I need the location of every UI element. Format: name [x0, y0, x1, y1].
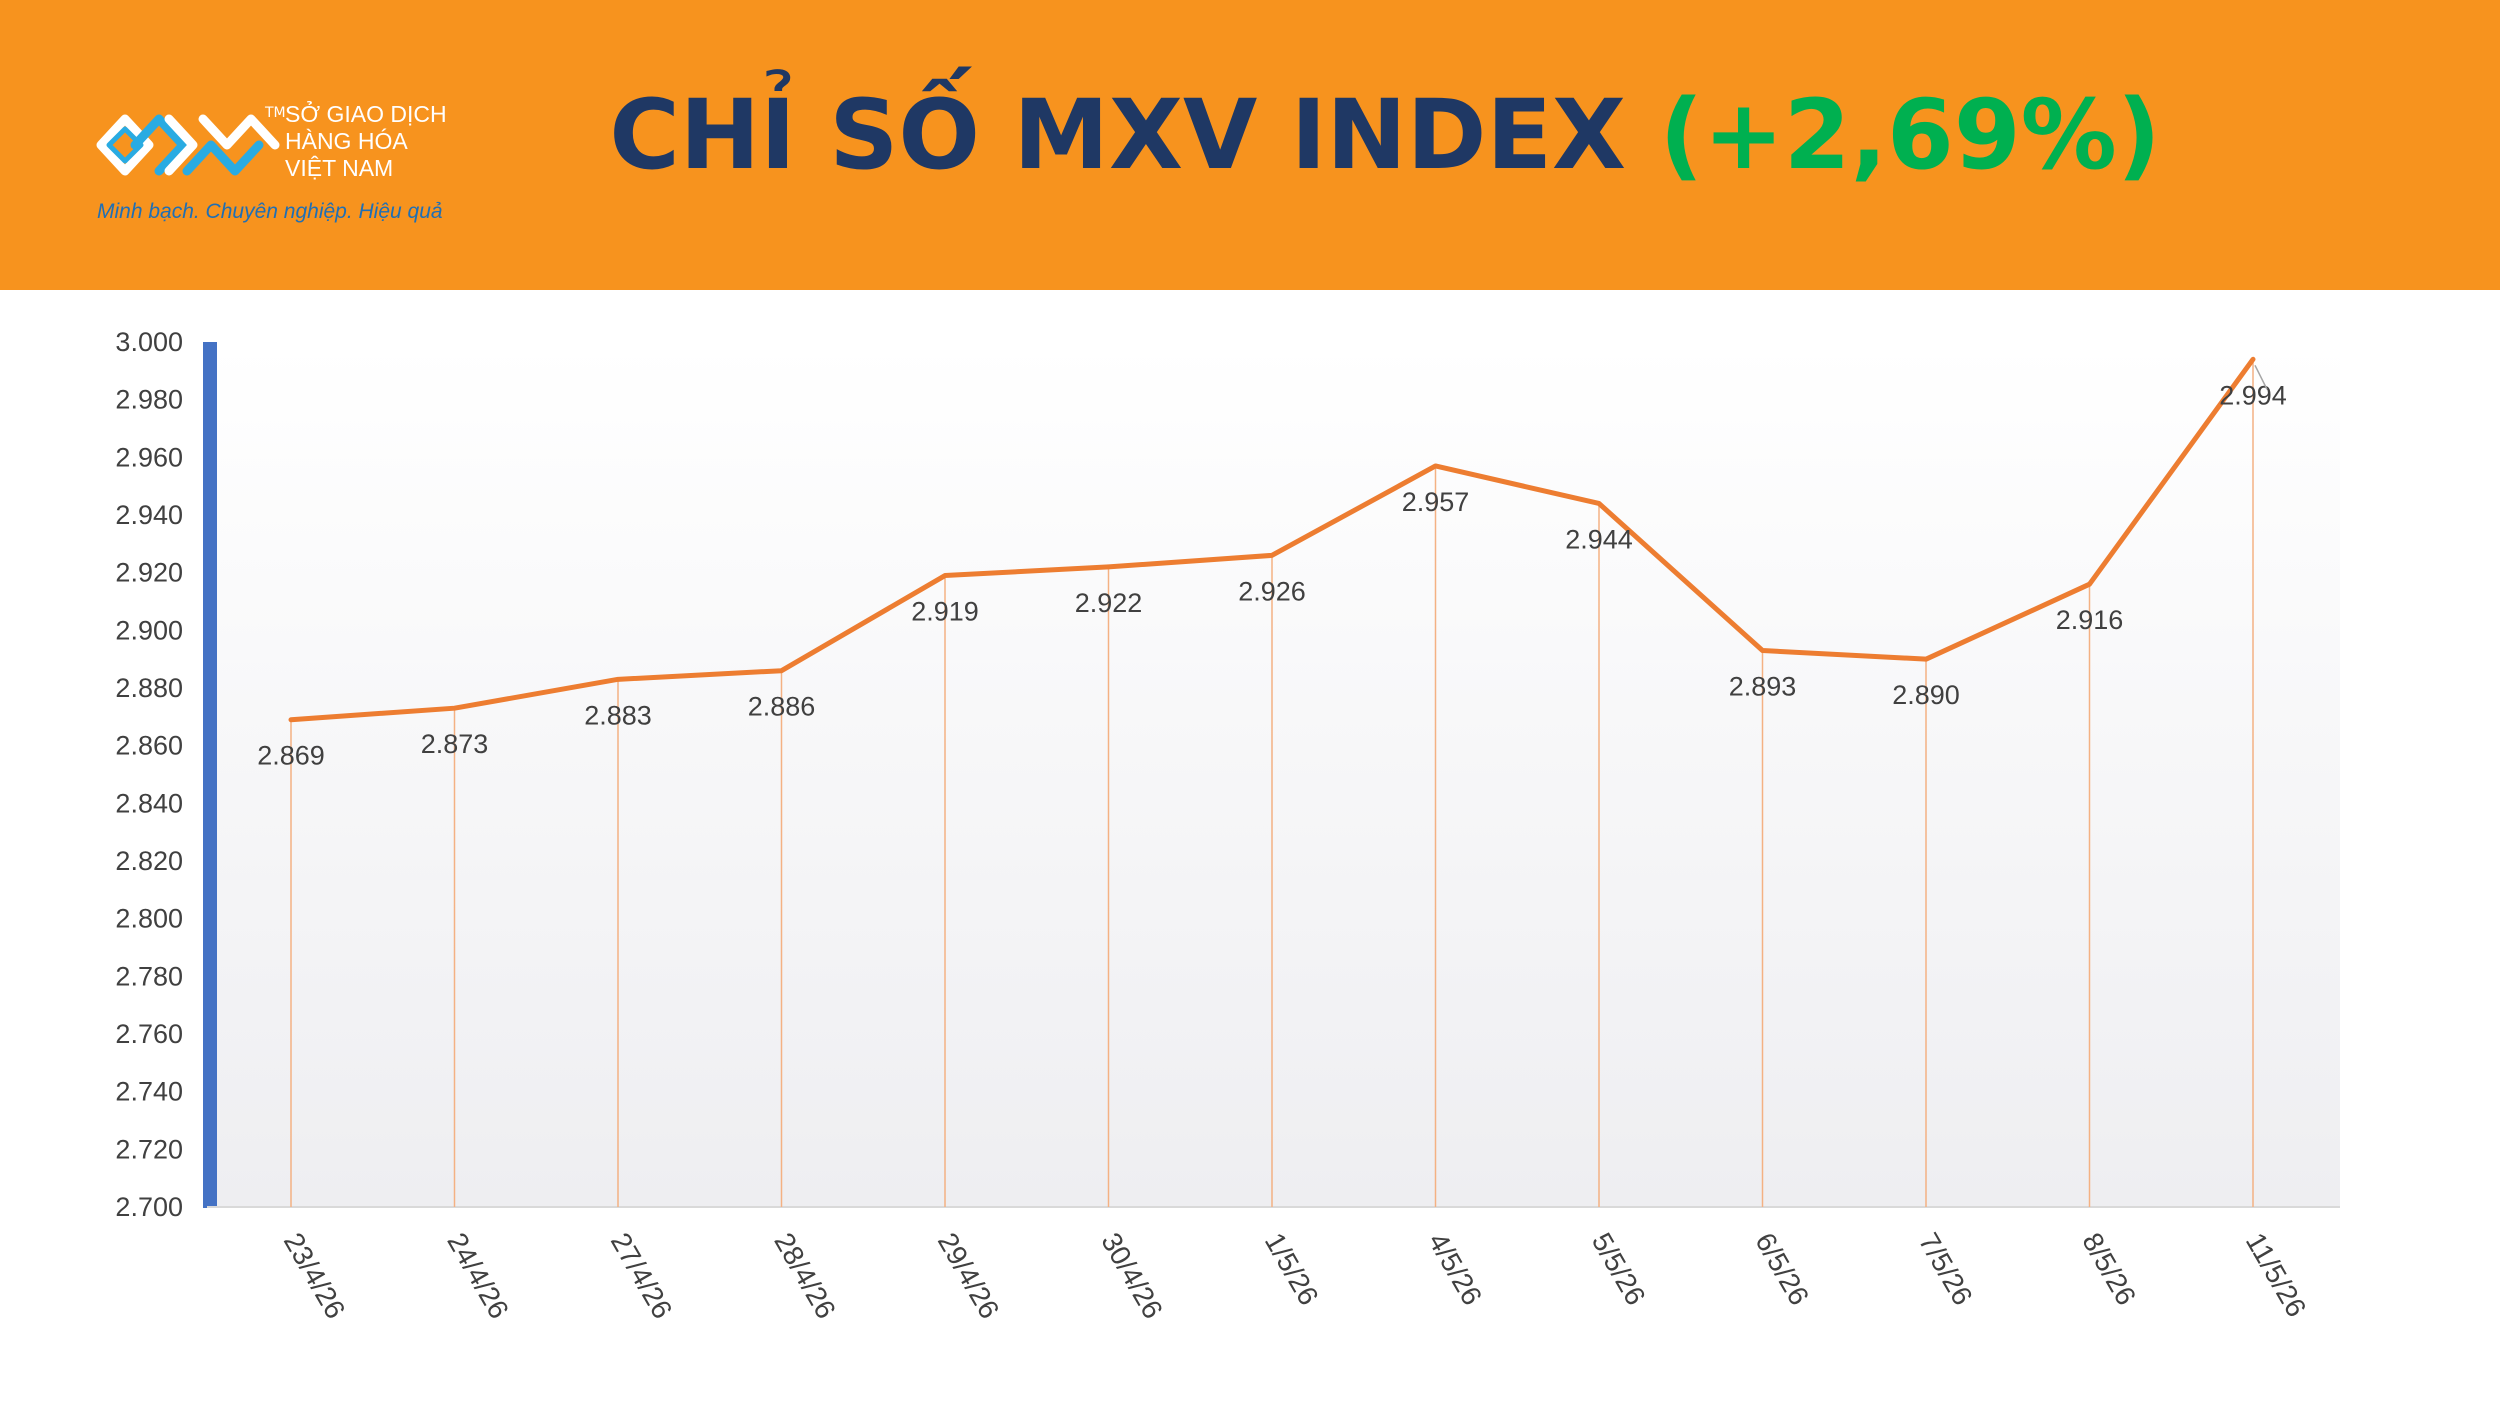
x-tick-label: 6/5/26 — [1749, 1228, 1815, 1311]
x-tick-label: 7/5/26 — [1913, 1228, 1979, 1311]
logo-slogan: Minh bạch. Chuyên nghiệp. Hiệu quả — [97, 200, 443, 223]
x-tick-label: 30/4/26 — [1095, 1228, 1169, 1324]
plot-area-background — [207, 343, 2340, 1207]
data-label: 2.869 — [257, 741, 325, 771]
y-tick-label: 3.000 — [115, 327, 183, 357]
x-tick-label: 4/5/26 — [1422, 1228, 1488, 1311]
series-line — [288, 356, 2256, 723]
y-tick-label: 2.920 — [115, 558, 183, 588]
x-tick-label: 24/4/26 — [441, 1228, 515, 1324]
y-axis-ticks: 2.700 2.720 2.740 2.760 2.780 2.800 2.820 2.840… — [115, 327, 183, 1222]
y-tick-label: 2.800 — [115, 904, 183, 934]
y-tick-label: 2.840 — [115, 788, 183, 818]
y-tick-label: 2.720 — [115, 1134, 183, 1164]
data-label: 2.873 — [421, 729, 489, 759]
x-tick-label: 8/5/26 — [2076, 1228, 2142, 1311]
data-label: 2.994 — [2219, 380, 2287, 410]
logo-name-line-2: HÀNG HÓA — [285, 128, 408, 154]
y-tick-label: 2.820 — [115, 846, 183, 876]
data-label: 2.944 — [1565, 524, 1633, 554]
y-axis-accent-bar — [203, 342, 217, 1208]
data-label: 2.883 — [584, 700, 652, 730]
logo-name-line-1: SỞ GIAO DỊCH — [285, 101, 447, 127]
y-tick-label: 2.940 — [115, 500, 183, 530]
drop-lines — [290, 359, 2254, 1207]
x-tick-label: 11/5/26 — [2240, 1228, 2313, 1323]
data-label-leader-line — [2254, 364, 2268, 390]
x-axis-labels: 23/4/26 24/4/26 27/4/26 28/4/26 29/4/26 30/4/… — [278, 1228, 2313, 1324]
y-tick-label: 2.900 — [115, 615, 183, 645]
mxv-index-line-chart: 2.700 2.720 2.740 2.760 2.780 2.800 2.820 2.840… — [115, 327, 2340, 1324]
y-tick-label: 2.780 — [115, 961, 183, 991]
data-labels: 2.869 2.873 2.883 2.886 2.919 2.922 2.926 2.957… — [257, 364, 2287, 771]
x-tick-label: 1/5/26 — [1259, 1228, 1325, 1311]
y-tick-label: 2.740 — [115, 1077, 183, 1107]
data-label: 2.919 — [911, 597, 979, 627]
y-tick-label: 2.760 — [115, 1019, 183, 1049]
data-label: 2.893 — [1729, 672, 1797, 702]
x-tick-label: 27/4/26 — [605, 1228, 679, 1324]
data-label: 2.890 — [1892, 680, 1960, 710]
data-label: 2.922 — [1075, 588, 1143, 618]
data-label: 2.886 — [748, 692, 816, 722]
x-tick-label: 23/4/26 — [278, 1228, 352, 1324]
x-tick-label: 29/4/26 — [932, 1228, 1006, 1324]
y-tick-label: 2.700 — [115, 1192, 183, 1222]
y-tick-label: 2.960 — [115, 442, 183, 472]
data-label: 2.916 — [2056, 605, 2124, 635]
page-title: CHỈ SỐ MXV INDEX (+2,69%) — [0, 70, 2500, 200]
title-main: CHỈ SỐ MXV INDEX — [609, 79, 1627, 191]
header-banner: TM SỞ GIAO DỊCH HÀNG HÓA VIỆT NAM Minh b… — [0, 0, 2500, 290]
logo-name: SỞ GIAO DỊCH HÀNG HÓA VIỆT NAM — [285, 101, 447, 182]
title-change-percent: (+2,69%) — [1659, 79, 2161, 191]
x-tick-label: 5/5/26 — [1586, 1228, 1652, 1311]
mxv-logo-mark-icon — [96, 114, 280, 176]
y-tick-label: 2.880 — [115, 673, 183, 703]
logo-name-line-3: VIỆT NAM — [285, 155, 394, 181]
x-tick-label: 28/4/26 — [768, 1228, 842, 1324]
data-label: 2.926 — [1238, 576, 1306, 606]
y-tick-label: 2.980 — [115, 385, 183, 415]
trademark-mark: TM — [265, 105, 286, 121]
data-label: 2.957 — [1402, 487, 1470, 517]
mxv-logo: TM SỞ GIAO DỊCH HÀNG HÓA VIỆT NAM Minh b… — [95, 95, 495, 245]
y-tick-label: 2.860 — [115, 731, 183, 761]
